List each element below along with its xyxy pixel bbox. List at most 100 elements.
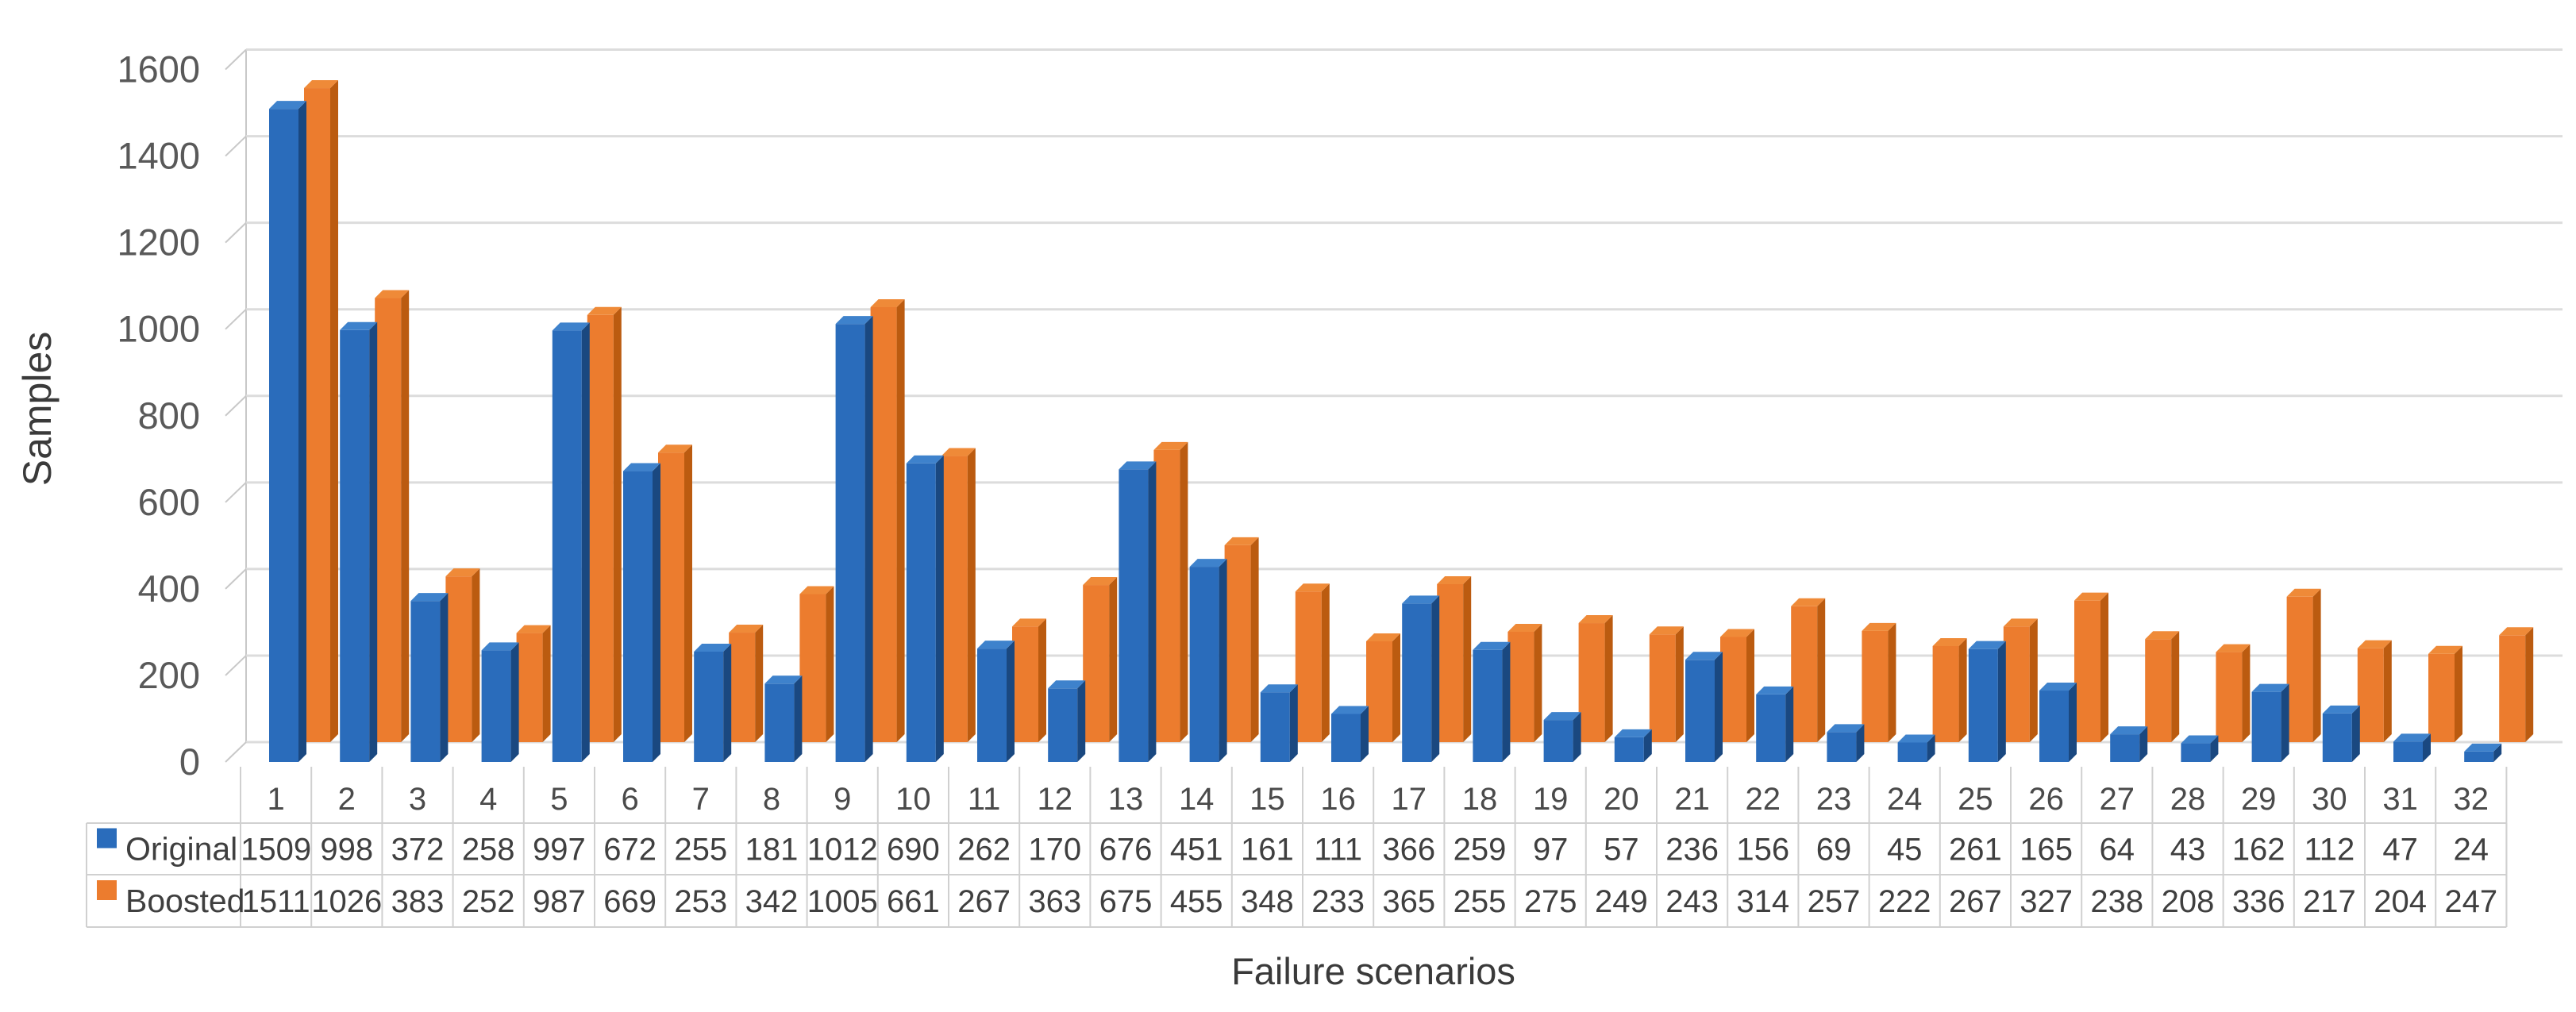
y-tick-mark-1000 bbox=[225, 308, 247, 330]
bar-original-18-side bbox=[1502, 641, 1511, 762]
bar-boosted-2-front bbox=[375, 298, 402, 742]
table-cell-original-10: 690 bbox=[887, 833, 940, 868]
bar-original-24-side bbox=[1927, 734, 1935, 762]
table-cell-original-3: 372 bbox=[391, 833, 445, 868]
bar-boosted-11 bbox=[1012, 618, 1046, 742]
bar-original-8-front bbox=[764, 683, 795, 762]
series-name-original: Original bbox=[125, 831, 237, 868]
y-tick-label-800: 800 bbox=[138, 394, 200, 437]
bar-boosted-31 bbox=[2428, 645, 2462, 742]
table-cell-original-28: 43 bbox=[2170, 833, 2206, 868]
table-cell-original-32: 24 bbox=[2454, 833, 2489, 868]
x-axis-title: Failure scenarios bbox=[1231, 950, 1515, 992]
bar-boosted-16-side bbox=[1392, 633, 1400, 742]
bar-boosted-17-top bbox=[1437, 575, 1472, 584]
table-cell-original-14: 451 bbox=[1170, 833, 1223, 868]
table-cell-original-6: 672 bbox=[603, 833, 657, 868]
bar-boosted-13 bbox=[1153, 441, 1188, 742]
bar-original-9-front bbox=[835, 324, 865, 763]
bar-boosted-8-top bbox=[799, 586, 834, 595]
bar-original-17-side bbox=[1431, 595, 1440, 762]
y-tick-mark-0 bbox=[225, 741, 247, 763]
bar-boosted-29 bbox=[2286, 588, 2321, 742]
bar-boosted-28 bbox=[2216, 644, 2251, 742]
bar-original-30 bbox=[2322, 705, 2360, 762]
y-tick-mark-1400 bbox=[225, 135, 247, 157]
bar-original-15-top bbox=[1260, 684, 1298, 693]
category-label-12: 12 bbox=[1038, 782, 1073, 817]
table-cell-boosted-18: 255 bbox=[1454, 884, 1507, 919]
bar-boosted-7 bbox=[729, 625, 764, 742]
category-label-26: 26 bbox=[2028, 782, 2064, 817]
y-tick-mark-800 bbox=[225, 395, 247, 417]
bar-original-24 bbox=[1897, 734, 1935, 762]
table-cell-original-27: 64 bbox=[2100, 833, 2135, 868]
bar-original-17-front bbox=[1402, 603, 1432, 762]
bar-boosted-8-front bbox=[799, 594, 826, 742]
table-cell-boosted-7: 253 bbox=[674, 884, 727, 919]
y-tick-mark-1200 bbox=[225, 221, 247, 244]
table-cell-original-17: 366 bbox=[1382, 833, 1435, 868]
bar-boosted-9-top bbox=[870, 298, 905, 307]
bar-original-4-top bbox=[481, 642, 519, 651]
bar-boosted-5-top bbox=[587, 306, 622, 315]
category-label-3: 3 bbox=[409, 782, 426, 817]
bar-original-7-top bbox=[694, 643, 732, 652]
category-label-29: 29 bbox=[2241, 782, 2277, 817]
table-cell-original-29: 162 bbox=[2232, 833, 2285, 868]
y-tick-label-600: 600 bbox=[138, 481, 200, 523]
y-tick-mark-1600 bbox=[225, 48, 247, 71]
bar-boosted-24-top bbox=[1932, 637, 1967, 646]
bar-boosted-17-side bbox=[1463, 575, 1472, 742]
bar-original-18-front bbox=[1473, 649, 1503, 762]
bar-boosted-6-front bbox=[658, 452, 684, 742]
bar-boosted-20-front bbox=[1649, 634, 1676, 742]
bar-boosted-16-front bbox=[1366, 641, 1392, 742]
bar-boosted-18-front bbox=[1507, 631, 1534, 742]
bar-boosted-19-front bbox=[1578, 623, 1605, 742]
bar-boosted-12 bbox=[1083, 577, 1118, 742]
bar-boosted-29-side bbox=[2312, 588, 2321, 742]
bar-original-14-front bbox=[1189, 567, 1219, 762]
bar-original-22-side bbox=[1785, 686, 1794, 762]
bar-boosted-19-top bbox=[1578, 615, 1613, 624]
y-tick-mark-600 bbox=[225, 482, 247, 503]
bar-original-25-side bbox=[1997, 641, 2006, 762]
bar-boosted-14-top bbox=[1224, 537, 1259, 545]
y-tick-label-1600: 1600 bbox=[117, 48, 200, 90]
bar-boosted-9-side bbox=[896, 298, 905, 742]
bar-original-13 bbox=[1119, 461, 1157, 762]
category-label-32: 32 bbox=[2454, 782, 2489, 817]
bar-boosted-10 bbox=[941, 448, 976, 742]
table-cell-boosted-19: 275 bbox=[1524, 884, 1577, 919]
bar-boosted-3-top bbox=[445, 568, 480, 577]
bar-original-12-top bbox=[1048, 680, 1086, 689]
bar-original-28 bbox=[2181, 735, 2219, 762]
table-cell-boosted-15: 348 bbox=[1241, 884, 1294, 919]
table-cell-original-20: 57 bbox=[1604, 833, 1639, 868]
bar-original-28-front bbox=[2181, 743, 2211, 762]
category-label-1: 1 bbox=[267, 782, 284, 817]
bar-original-6-top bbox=[623, 463, 660, 471]
y-axis-title: Samples bbox=[15, 332, 60, 487]
table-cell-original-8: 181 bbox=[745, 833, 799, 868]
table-cell-original-18: 259 bbox=[1454, 833, 1507, 868]
bar-original-2 bbox=[340, 321, 378, 762]
bar-original-14-top bbox=[1189, 559, 1227, 568]
bar-boosted-13-side bbox=[1180, 441, 1188, 742]
bar-boosted-4-side bbox=[542, 625, 551, 742]
table-cell-boosted-6: 669 bbox=[603, 884, 657, 919]
bar-original-7-front bbox=[694, 651, 724, 762]
bar-original-15-side bbox=[1289, 684, 1298, 762]
bar-boosted-22-side bbox=[1817, 598, 1826, 742]
bar-boosted-6-top bbox=[658, 444, 692, 453]
table-cell-boosted-8: 342 bbox=[745, 884, 799, 919]
bar-boosted-24-side bbox=[1958, 637, 1967, 742]
table-cell-boosted-24: 222 bbox=[1878, 884, 1931, 919]
table-cell-original-24: 45 bbox=[1887, 833, 1923, 868]
bar-original-11-front bbox=[977, 648, 1007, 762]
table-cell-boosted-25: 267 bbox=[1949, 884, 2002, 919]
bar-boosted-32-front bbox=[2499, 635, 2526, 742]
bar-original-13-top bbox=[1119, 461, 1157, 470]
bar-original-18 bbox=[1473, 641, 1511, 762]
